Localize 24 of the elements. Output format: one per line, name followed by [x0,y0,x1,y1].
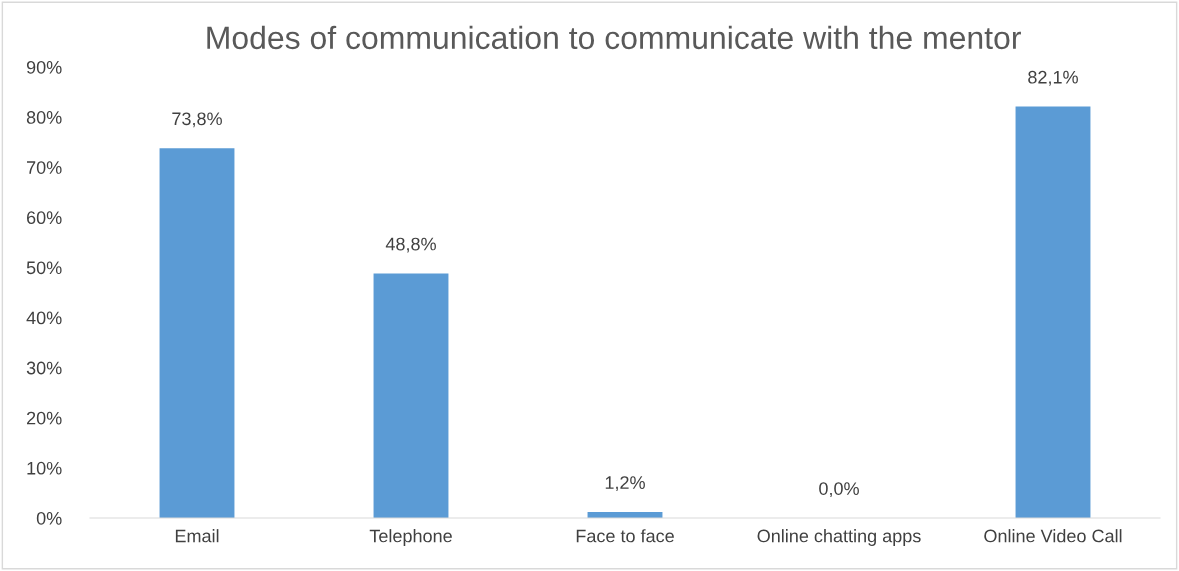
y-tick-label: 90% [26,60,62,74]
y-tick-label: 20% [26,411,62,425]
y-tick-label: 10% [27,461,62,475]
bar [373,273,449,518]
y-tick-label: 40% [26,311,62,325]
y-tick-label: 0% [36,511,62,525]
y-tick-label: 60% [27,211,62,225]
x-tick-label: Face to face [576,529,674,543]
y-tick-label: 30% [26,361,62,375]
y-tick-label: 50% [26,261,62,275]
x-tick-label: Online chatting apps [757,529,921,546]
data-label: 1,2% [605,476,645,492]
y-tick-label: 70% [27,161,62,174]
data-label: 82,1% [1028,70,1078,86]
y-tick-label: 80% [26,111,62,124]
x-tick-label: Email [175,529,219,543]
x-tick-label: Online Video Call [984,529,1122,543]
bar [1015,106,1091,518]
data-label: 0,0% [819,482,859,498]
data-label: 73,8% [172,112,222,128]
bar [159,148,235,518]
chart-title: Modes of communication to communicate with the mentor [207,25,1021,50]
x-tick-label: Telephone [369,529,452,546]
data-label: 48,8% [385,237,436,253]
